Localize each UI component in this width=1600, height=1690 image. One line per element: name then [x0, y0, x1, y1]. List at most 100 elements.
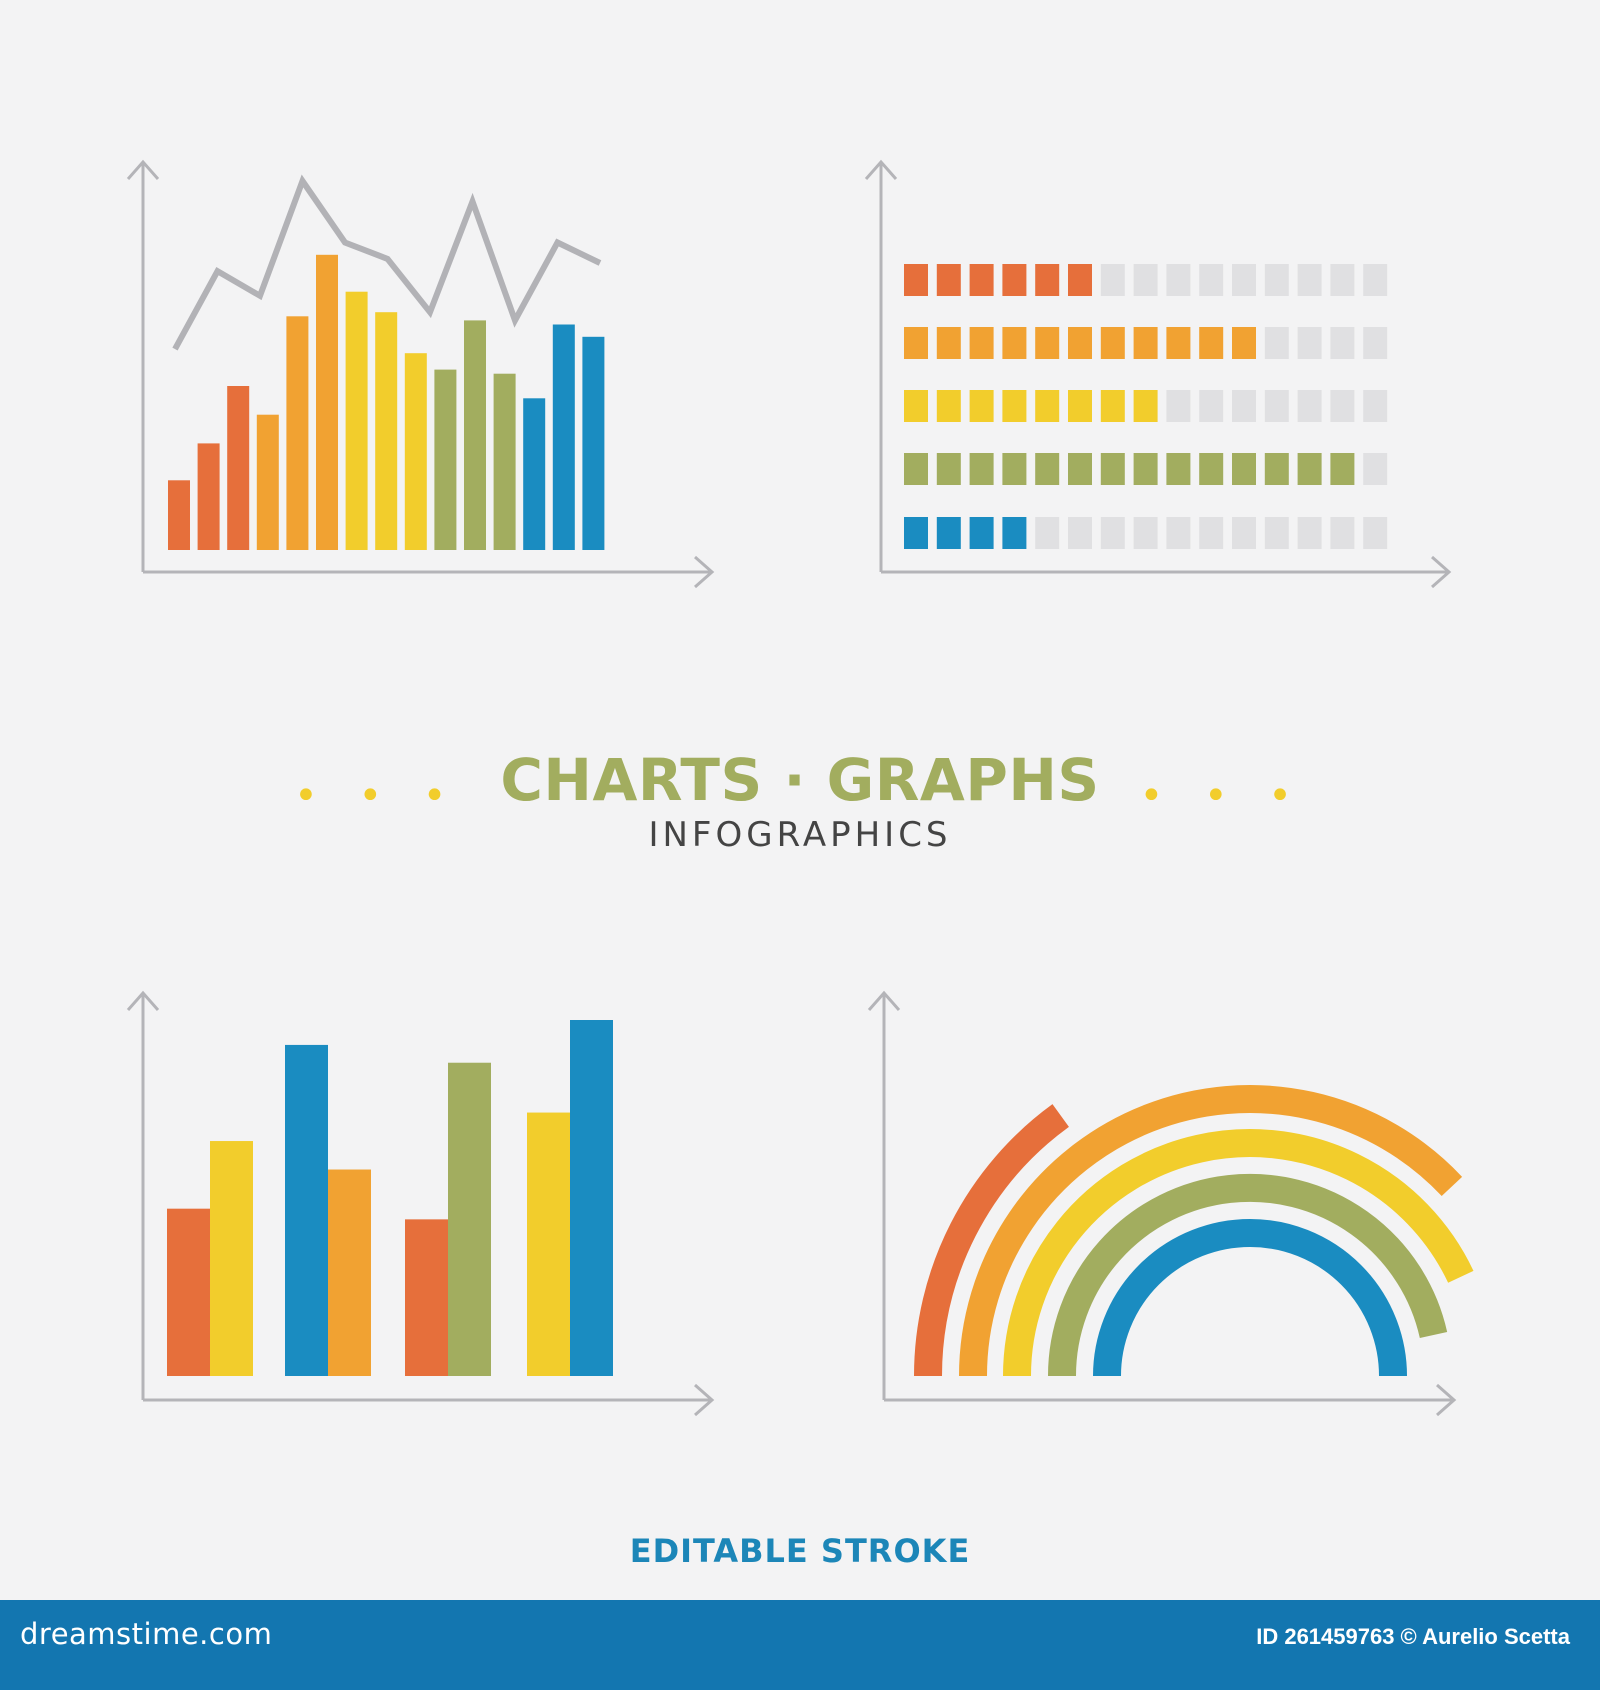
- chart2-cell-filled: [936, 517, 961, 549]
- chart2-y-arrow: [864, 159, 898, 180]
- chart2-cell-filled: [969, 264, 994, 296]
- image-credit: ID 261459763 © Aurelio Scetta: [1256, 1624, 1570, 1649]
- chart2-cell-filled: [1068, 453, 1092, 485]
- chart1-bar: [434, 369, 457, 550]
- main-title: CHARTS · GRAPHS: [500, 746, 1100, 814]
- chart2-cell-filled: [1133, 453, 1158, 485]
- chart1-bar: [582, 336, 605, 550]
- title-row: • • • CHARTS · GRAPHS • • •: [0, 746, 1600, 819]
- chart2-cell-empty: [1297, 517, 1322, 549]
- chart2-cell-filled: [904, 453, 928, 485]
- chart2-cell-empty: [1330, 264, 1355, 296]
- chart3-bar: [210, 1141, 253, 1376]
- chart2-cell-filled: [1002, 453, 1027, 485]
- chart4-arc: [959, 1085, 1463, 1377]
- chart2-cell-filled: [1100, 390, 1125, 422]
- chart2-cell-filled: [904, 264, 928, 296]
- chart2-cell-filled: [1035, 327, 1060, 359]
- chart1-bar: [168, 480, 190, 550]
- chart2-cell-empty: [1100, 517, 1125, 549]
- footer-bar: [0, 1600, 1600, 1690]
- chart2-cell-filled: [936, 264, 961, 296]
- chart2-cell-empty: [1297, 390, 1322, 422]
- chart2-cell-filled: [969, 327, 994, 359]
- chart1-bar: [197, 443, 220, 550]
- chart2-x-arrow: [1431, 555, 1452, 589]
- subtitle: INFOGRAPHICS: [648, 815, 952, 855]
- chart2-cell-filled: [1297, 453, 1322, 485]
- chart1-bar: [464, 320, 486, 550]
- chart2-cell-filled: [904, 517, 928, 549]
- chart2-cell-filled: [969, 453, 994, 485]
- chart3-bar: [448, 1062, 491, 1376]
- chart2-cell-filled: [1199, 327, 1224, 359]
- chart2-cell-filled: [936, 453, 961, 485]
- chart2-cell-empty: [1035, 517, 1060, 549]
- brand-logo-text: dreamstime.com: [20, 1617, 273, 1651]
- chart2-cell-filled: [1100, 327, 1125, 359]
- title-dots-right: • • •: [1139, 772, 1306, 819]
- chart2-cell-empty: [1100, 264, 1125, 296]
- chart2-cell-empty: [1232, 390, 1256, 422]
- chart2-cell-filled: [904, 390, 928, 422]
- chart2-cell-empty: [1166, 517, 1191, 549]
- chart4-y-arrow: [867, 990, 901, 1011]
- chart1-bar: [316, 254, 338, 551]
- chart2-cell-filled: [904, 327, 928, 359]
- chart3-bar: [167, 1208, 210, 1376]
- chart2-cell-filled: [936, 327, 961, 359]
- chart4-arc: [1093, 1219, 1407, 1377]
- chart1-bar: [404, 353, 427, 550]
- chart1-bar: [493, 373, 516, 550]
- chart1-bar: [375, 312, 398, 550]
- chart2-cell-empty: [1166, 264, 1191, 296]
- chart3-y-arrow: [126, 990, 160, 1011]
- chart1-trend-line: [172, 174, 602, 351]
- chart2-cell-filled: [1002, 517, 1027, 549]
- chart2-cell-empty: [1133, 517, 1158, 549]
- chart2-cell-filled: [1166, 327, 1191, 359]
- chart2-cell-empty: [1199, 390, 1224, 422]
- chart4-arc: [1048, 1173, 1448, 1377]
- chart2-cell-filled: [1002, 327, 1027, 359]
- chart3-bar: [328, 1169, 371, 1376]
- chart2-cell-filled: [1035, 264, 1060, 296]
- chart2-cell-filled: [1166, 453, 1191, 485]
- chart2-cell-empty: [1232, 517, 1256, 549]
- chart1-bar: [523, 398, 546, 550]
- chart2-cell-empty: [1363, 453, 1388, 485]
- chart2-cell-filled: [1068, 264, 1092, 296]
- chart2-cell-filled: [1068, 390, 1092, 422]
- chart2-cell-filled: [969, 390, 994, 422]
- chart2-cell-empty: [1232, 264, 1256, 296]
- chart2-cell-filled: [969, 517, 994, 549]
- chart1-bar: [552, 324, 575, 550]
- chart2-cell-filled: [1199, 453, 1224, 485]
- chart2-cell-empty: [1363, 517, 1388, 549]
- chart2-cell-empty: [1199, 264, 1224, 296]
- chart3-x-arrow: [694, 1383, 715, 1417]
- chart2-cell-filled: [1035, 390, 1060, 422]
- chart1-y-arrow: [126, 159, 160, 180]
- chart3-bar: [405, 1219, 448, 1376]
- charts-artwork: [126, 159, 1474, 1417]
- chart2-cell-empty: [1363, 264, 1388, 296]
- chart1-bar: [227, 386, 250, 550]
- chart2-cell-filled: [936, 390, 961, 422]
- chart2-cell-empty: [1166, 390, 1191, 422]
- chart2-cell-filled: [1133, 327, 1158, 359]
- chart2-cell-empty: [1330, 517, 1355, 549]
- editable-stroke-label: EDITABLE STROKE: [629, 1532, 971, 1570]
- chart2-cell-filled: [1264, 453, 1289, 485]
- chart2-cell-empty: [1264, 517, 1289, 549]
- chart3-bar: [570, 1020, 613, 1376]
- chart2-cell-filled: [1133, 390, 1158, 422]
- chart1-bar: [286, 316, 309, 550]
- chart2-cell-filled: [1035, 453, 1060, 485]
- chart1-bar: [345, 291, 368, 550]
- chart2-cell-filled: [1002, 390, 1027, 422]
- chart2-cell-filled: [1100, 453, 1125, 485]
- chart1-bar: [256, 414, 279, 550]
- chart2-cell-empty: [1297, 264, 1322, 296]
